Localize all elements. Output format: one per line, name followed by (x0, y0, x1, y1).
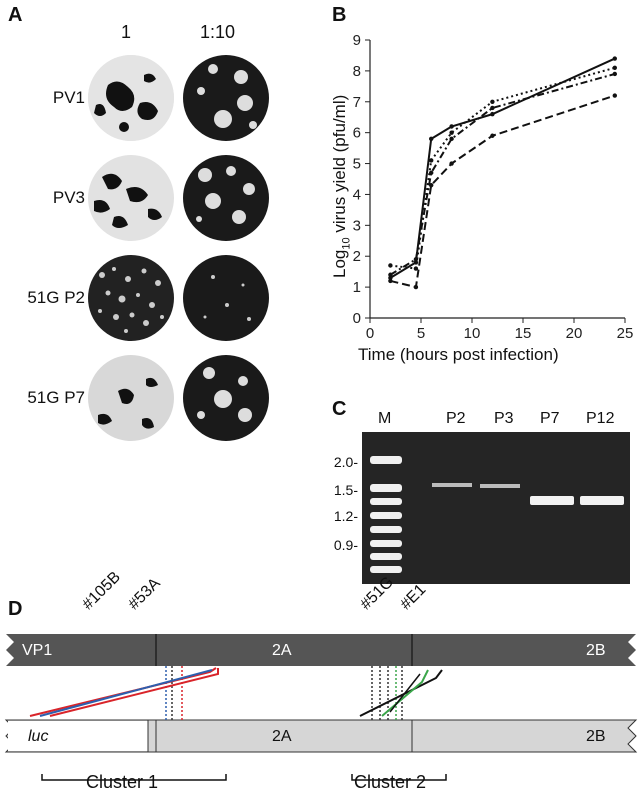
lane-label-p7: P7 (540, 410, 560, 427)
ladder-label-0-9: 0.9- (333, 537, 358, 553)
series-line-dashed (390, 94, 616, 289)
plate-51g-p2-undiluted (88, 255, 174, 341)
data-point (388, 272, 393, 277)
data-point (449, 136, 454, 142)
y-tick-label: 9 (353, 32, 361, 49)
site-label-e1: #E1 (397, 581, 430, 614)
data-point (413, 284, 419, 290)
segment-label-bottom-2b: 2B (586, 728, 606, 745)
data-point (429, 158, 434, 163)
ladder-label-2-0: 2.0- (333, 454, 358, 470)
data-point (388, 263, 393, 268)
panel-a-letter: A (8, 4, 23, 26)
y-tick-label: 1 (353, 279, 361, 296)
series-line-solid (389, 57, 616, 279)
lane-label-p12: P12 (586, 410, 615, 427)
y-tick-label: 8 (353, 63, 361, 80)
data-point (449, 130, 454, 135)
lane-label-p2: P2 (446, 410, 466, 427)
data-point (612, 56, 617, 61)
x-tick-label: 25 (617, 325, 634, 342)
genome-map (4, 634, 638, 781)
data-point (413, 266, 419, 271)
band-p3 (480, 484, 520, 488)
lane-label-p3: P3 (494, 410, 514, 427)
segment-label-luc: luc (28, 728, 49, 745)
data-point (449, 161, 454, 166)
x-tick-label: 15 (515, 325, 532, 342)
y-tick-label: 4 (353, 186, 361, 203)
x-tick-label: 5 (417, 325, 425, 342)
ladder-label-1-5: 1.5- (333, 482, 358, 498)
y-tick-label: 3 (353, 217, 361, 234)
series-line-dashdot (389, 73, 616, 276)
row-label-pv1: PV1 (52, 88, 85, 107)
band-p7 (530, 496, 574, 505)
panel-c-letter: C (332, 398, 347, 420)
data-point (490, 105, 495, 111)
data-point (612, 71, 617, 77)
segment-label-top-2b: 2B (586, 642, 606, 659)
segment-label-top-2a: 2A (272, 642, 292, 659)
row-label-pv3: PV3 (52, 188, 85, 207)
site-label-53a: #53A (125, 574, 164, 614)
data-point (429, 136, 434, 142)
x-tick-label: 10 (464, 325, 481, 342)
row-label-51g-p2: 51G P2 (27, 288, 85, 307)
x-tick-label: 20 (566, 325, 583, 342)
data-point (429, 170, 434, 176)
site-label-105b: #105B (79, 568, 125, 614)
panel-b-letter: B (332, 4, 347, 26)
ladder-bands (370, 456, 402, 573)
row-label-51g-p7: 51G P7 (27, 388, 85, 407)
cluster-2-label: Cluster 2 (354, 772, 427, 792)
data-point (490, 111, 495, 117)
plate-pv1-undiluted (88, 55, 174, 141)
plate-pv1-1-10 (183, 55, 269, 141)
plate-51g-p7-undiluted (88, 355, 174, 441)
segment-label-bottom-2a: 2A (272, 728, 292, 745)
plate-pv3-1-10 (183, 155, 269, 241)
y-axis-label: Log10 virus yield (pfu/ml) (330, 94, 353, 278)
data-point (490, 133, 495, 138)
data-point (612, 65, 617, 70)
band-p2 (432, 483, 472, 487)
lane-label-m: M (378, 410, 392, 427)
data-point (612, 93, 617, 98)
chart-series (388, 56, 617, 290)
y-tick-label: 0 (353, 310, 361, 327)
y-tick-label: 7 (353, 94, 361, 111)
x-axis-label: Time (hours post infection) (358, 345, 559, 364)
column-header-1: 1 (121, 22, 132, 42)
column-header-1-10: 1:10 (200, 22, 236, 42)
segment-label-vp1: VP1 (22, 642, 53, 659)
growth-curve-chart: 0 5 10 15 20 25 0 1 2 3 4 5 6 7 8 9 (353, 32, 634, 342)
ladder-label-1-2: 1.2- (333, 508, 358, 524)
data-point (413, 257, 419, 262)
data-point (490, 99, 495, 104)
gel-image (362, 432, 630, 584)
plate-pv3-undiluted (88, 155, 174, 241)
luc-region (8, 721, 148, 751)
y-tick-label: 5 (353, 156, 361, 173)
y-tick-label: 2 (353, 248, 361, 265)
x-tick-label: 0 (366, 325, 374, 342)
panel-d-letter: D (8, 598, 23, 620)
cluster-1-label: Cluster 1 (86, 772, 159, 792)
plate-51g-p2-1-10 (183, 255, 269, 341)
plate-51g-p7-1-10 (183, 355, 269, 441)
data-point (388, 278, 393, 284)
y-tick-label: 6 (353, 125, 361, 142)
top-genome-bar (6, 634, 636, 666)
chart-axes: 0 5 10 15 20 25 0 1 2 3 4 5 6 7 8 9 (353, 32, 634, 342)
data-point (449, 124, 454, 129)
series-line-dotted (390, 66, 616, 270)
data-point (388, 275, 393, 281)
band-p12 (580, 496, 624, 505)
